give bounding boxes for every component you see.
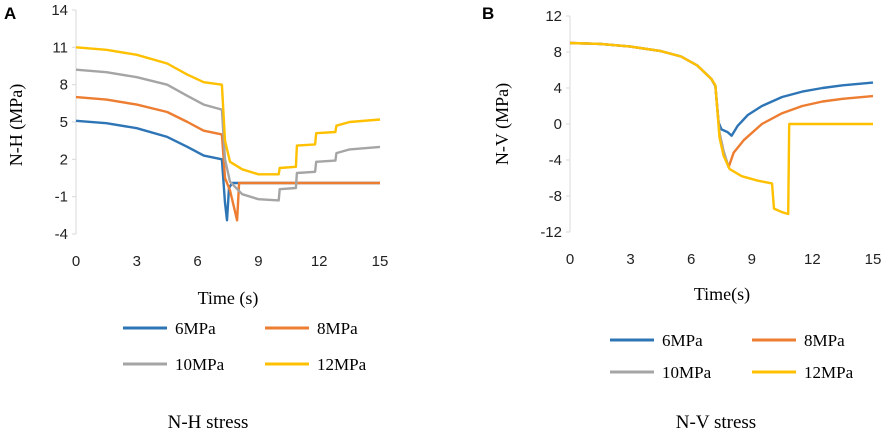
panel-a-y-tick-label: 5 <box>60 114 68 131</box>
panel-a-x-tick-label: 9 <box>254 253 262 270</box>
panel-b-legend: 6MPa 8MPa 10MPa 12MPa <box>610 331 854 382</box>
panel-b-x-ticks: 0 3 6 9 12 15 <box>566 251 882 268</box>
panel-a-y-tick-label: 2 <box>60 151 68 168</box>
panel-b-y-tick-label: 4 <box>554 80 562 97</box>
panel-a-y-label: N-H (MPa) <box>6 84 27 167</box>
panel-a-y-ticks: -4 -1 2 5 8 11 14 <box>51 2 76 243</box>
panel-b-x-label: Time(s) <box>694 284 750 305</box>
panel-b-y-tick-label: -4 <box>549 152 562 169</box>
panel-b-y-tick-label: -12 <box>540 224 562 241</box>
panel-b-x-tick-label: 6 <box>687 251 695 268</box>
panel-b-series-6mpa <box>569 41 874 137</box>
panel-b-chart: B -12 -8 -4 0 4 8 12 0 3 6 9 12 15 N-V (MPa) Time(s… <box>482 4 881 433</box>
panel-a-series <box>75 46 381 222</box>
panel-b-y-tick-label: 12 <box>545 8 562 25</box>
panel-a-y-tick-label: 8 <box>60 77 68 94</box>
panel-b-y-tick-label: -8 <box>549 188 562 205</box>
panel-b-caption: N-V stress <box>676 412 756 433</box>
panel-b-series-12mpa <box>569 41 873 216</box>
panel-a-series-10mpa <box>75 68 381 202</box>
legend-label-10mpa: 10MPa <box>175 355 225 374</box>
legend-label-6mpa: 6MPa <box>175 319 216 338</box>
panel-a-chart: A -4 -1 2 5 8 11 14 0 3 6 9 12 15 N-H (MPa) Time (s… <box>4 2 388 433</box>
panel-b-y-tick-label: 8 <box>554 44 562 61</box>
panel-b-y-ticks: -12 -8 -4 0 4 8 12 <box>540 8 570 241</box>
panel-a-series-12mpa <box>75 46 381 176</box>
panel-b-x-tick-label: 9 <box>748 251 756 268</box>
legend-label-12mpa: 12MPa <box>804 363 854 382</box>
panel-a-x-tick-label: 6 <box>193 253 201 270</box>
panel-a-series-8mpa <box>75 95 380 222</box>
panel-a-y-tick-label: 14 <box>51 2 68 19</box>
panel-a-x-tick-label: 0 <box>72 253 80 270</box>
legend-label-8mpa: 8MPa <box>804 331 845 350</box>
panel-a-y-tick-label: 11 <box>52 39 68 56</box>
panel-a-y-tick-label: -1 <box>55 189 68 206</box>
panel-b-series <box>569 41 874 216</box>
legend-label-10mpa: 10MPa <box>662 363 712 382</box>
panel-b-x-tick-label: 0 <box>566 251 574 268</box>
panel-a-caption: N-H stress <box>168 412 249 433</box>
panel-a-x-tick-label: 3 <box>133 253 141 270</box>
panel-b-x-tick-label: 15 <box>865 251 882 268</box>
panel-a-x-tick-label: 12 <box>311 253 328 270</box>
legend-label-12mpa: 12MPa <box>317 355 367 374</box>
panel-b-label: B <box>482 4 494 23</box>
panel-b-y-label: N-V (MPa) <box>492 83 513 165</box>
legend-label-6mpa: 6MPa <box>662 331 703 350</box>
panel-b-x-tick-label: 12 <box>804 251 821 268</box>
panel-a-x-label: Time (s) <box>198 288 259 309</box>
panel-a-label: A <box>4 4 16 23</box>
panel-a-x-ticks: 0 3 6 9 12 15 <box>72 253 389 270</box>
panel-b-x-tick-label: 3 <box>626 251 634 268</box>
panel-a-x-tick-label: 15 <box>372 253 389 270</box>
panel-a-y-tick-label: -4 <box>55 226 68 243</box>
panel-b-series-10mpa <box>569 41 730 168</box>
panel-b-y-tick-label: 0 <box>554 116 562 133</box>
legend-label-8mpa: 8MPa <box>317 319 358 338</box>
panel-a-legend: 6MPa 8MPa 10MPa 12MPa <box>123 319 367 374</box>
